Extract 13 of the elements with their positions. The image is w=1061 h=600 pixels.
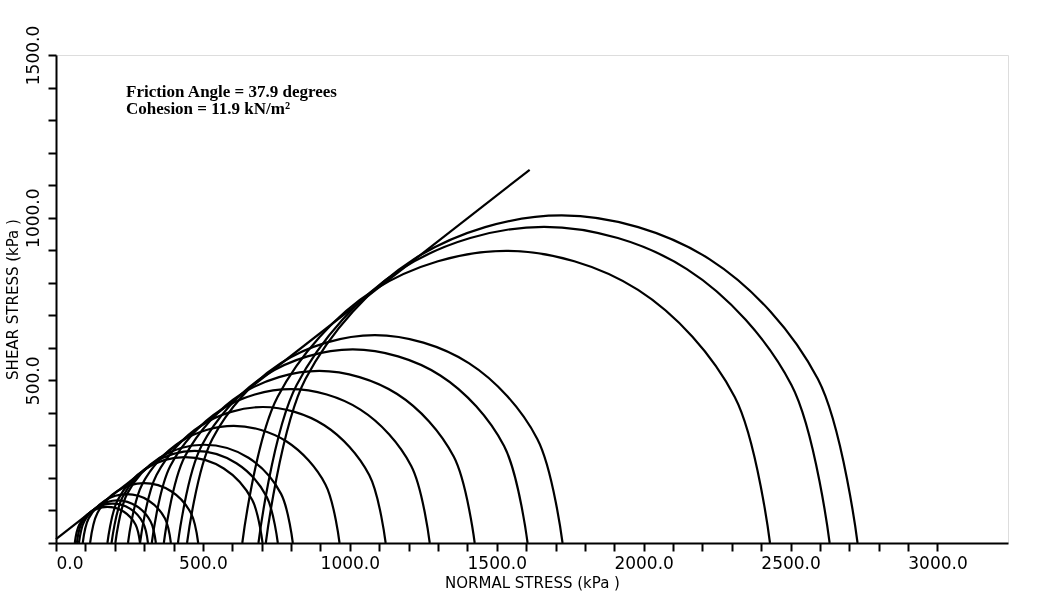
x-tick-label: 3000.0 <box>908 552 968 573</box>
y-tick-label: 500.0 <box>22 356 43 406</box>
x-tick-label: 1500.0 <box>467 552 527 573</box>
x-axis-title: NORMAL STRESS (kPa ) <box>445 573 620 592</box>
y-tick-label: 1000.0 <box>22 188 43 248</box>
x-tick-label: 500.0 <box>179 552 228 573</box>
x-tick-label: 2500.0 <box>761 552 821 573</box>
annotation: Friction Angle = 37.9 degrees <box>126 82 338 101</box>
x-tick-label: 1000.0 <box>320 552 381 573</box>
y-tick-label: 1500.0 <box>22 25 43 86</box>
x-tick-label: 2000.0 <box>614 552 674 573</box>
x-tick-label: 0.0 <box>56 552 84 573</box>
y-axis-title: SHEAR STRESS (kPa ) <box>3 219 22 380</box>
